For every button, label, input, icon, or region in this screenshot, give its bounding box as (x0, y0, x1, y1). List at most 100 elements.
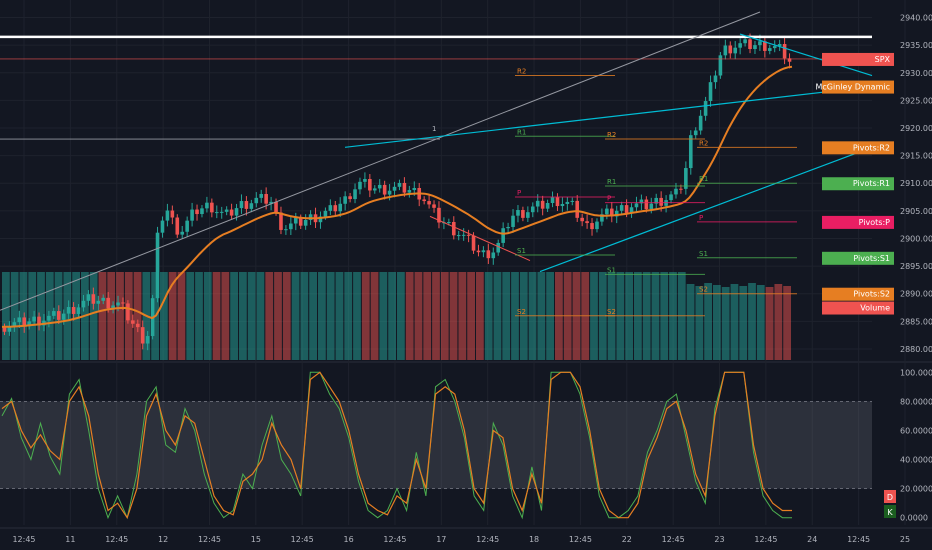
candle-body (427, 201, 431, 205)
volume-bar (221, 272, 230, 360)
indicator-tag: Pivots:P (859, 218, 891, 227)
volume-bar (116, 272, 124, 360)
candle-body (703, 101, 708, 116)
price-tick-label: 2920.00 (900, 124, 932, 133)
volume-bar (203, 272, 212, 360)
trend-line (0, 11, 761, 311)
volume-bar (256, 272, 265, 360)
candle-body (693, 130, 698, 136)
volume-bar (695, 286, 704, 360)
candle-body (363, 178, 367, 182)
candle-body (343, 196, 347, 204)
volume-bar (344, 272, 353, 360)
candle-body (629, 207, 634, 213)
volume-bar (414, 272, 423, 360)
time-tick-label: 16 (343, 535, 353, 544)
stoch-tick-label: 20.0000 (900, 485, 932, 494)
candle-body (560, 203, 565, 207)
pivot-label: R1 (699, 175, 708, 183)
candle-body (106, 297, 110, 309)
candle-body (654, 197, 659, 204)
volume-bar (686, 284, 695, 360)
volume-bar (239, 272, 247, 360)
candle-body (205, 202, 209, 209)
volume-bar (370, 272, 379, 360)
volume-bar (476, 272, 484, 360)
volume-bar (309, 272, 317, 360)
volume-bar (37, 272, 45, 360)
candle-body (580, 217, 584, 222)
candle-body (293, 217, 298, 224)
volume-bar (440, 272, 449, 360)
candle-body (481, 250, 486, 253)
volume-bar (10, 272, 19, 360)
volume-bar (423, 272, 432, 360)
volume-bar (107, 272, 116, 360)
candle-body (37, 316, 41, 326)
price-tick-label: 2905.00 (900, 207, 932, 216)
time-tick-label: 12:45 (569, 535, 592, 544)
candle-body (333, 205, 338, 212)
volume-bar (72, 272, 80, 360)
price-tick-label: 2930.00 (900, 69, 932, 78)
candle-body (140, 327, 145, 344)
volume-bar (467, 272, 475, 360)
time-tick-label: 12:45 (383, 535, 406, 544)
candle-body (348, 196, 352, 200)
price-tick-label: 2900.00 (900, 234, 932, 243)
candle-body (733, 47, 738, 54)
volume-bar (730, 284, 739, 360)
candle-body (634, 203, 639, 208)
candle-body (545, 203, 550, 209)
candle-body (763, 41, 767, 51)
candle-body (595, 221, 599, 230)
candle-body (753, 45, 757, 50)
volume-bar (177, 272, 186, 360)
time-tick-label: 12:45 (662, 535, 685, 544)
candle-body (111, 305, 115, 309)
time-tick-label: 12:45 (105, 535, 128, 544)
volume-bar (212, 272, 221, 360)
candle-body (787, 58, 792, 62)
candle-body (476, 250, 481, 253)
candle-body (412, 188, 417, 191)
candle-body (56, 311, 61, 320)
candle-body (66, 307, 71, 314)
volume-bar (739, 286, 748, 360)
volume-bar (2, 272, 10, 360)
candle-body (590, 223, 594, 230)
candle-body (76, 307, 81, 314)
candle-body (471, 235, 476, 251)
trend-line (739, 33, 873, 77)
mcginley-line (1, 65, 793, 328)
pivot-label: S2 (517, 308, 526, 316)
candle-body (224, 209, 229, 212)
candle-body (614, 210, 619, 217)
candle-body (530, 206, 535, 213)
candle-body (185, 220, 189, 232)
candle-body (511, 215, 515, 227)
candle-body (644, 199, 649, 210)
candle-body (565, 201, 570, 204)
candle-body (214, 212, 219, 214)
indicator-tag: McGinley Dynamic (816, 83, 891, 92)
trend-line (344, 85, 873, 148)
candle-body (748, 39, 752, 50)
volume-bar (318, 272, 326, 360)
candle-body (135, 323, 140, 328)
stoch-d-tag: D (887, 493, 893, 502)
candle-body (284, 229, 288, 231)
stoch-band (0, 401, 872, 489)
price-tick-label: 2910.00 (900, 179, 932, 188)
candle-body (289, 223, 293, 230)
candle-body (738, 43, 742, 48)
time-tick-label: 11 (65, 535, 75, 544)
pivot-label: R2 (517, 68, 526, 76)
candle-body (279, 212, 283, 230)
candle-body (491, 252, 496, 259)
time-tick-label: 12:45 (476, 535, 499, 544)
pivot-label: P (607, 195, 611, 203)
volume-bar (265, 272, 274, 360)
indicator-tag: Pivots:R1 (853, 179, 890, 188)
candle-body (318, 216, 323, 223)
